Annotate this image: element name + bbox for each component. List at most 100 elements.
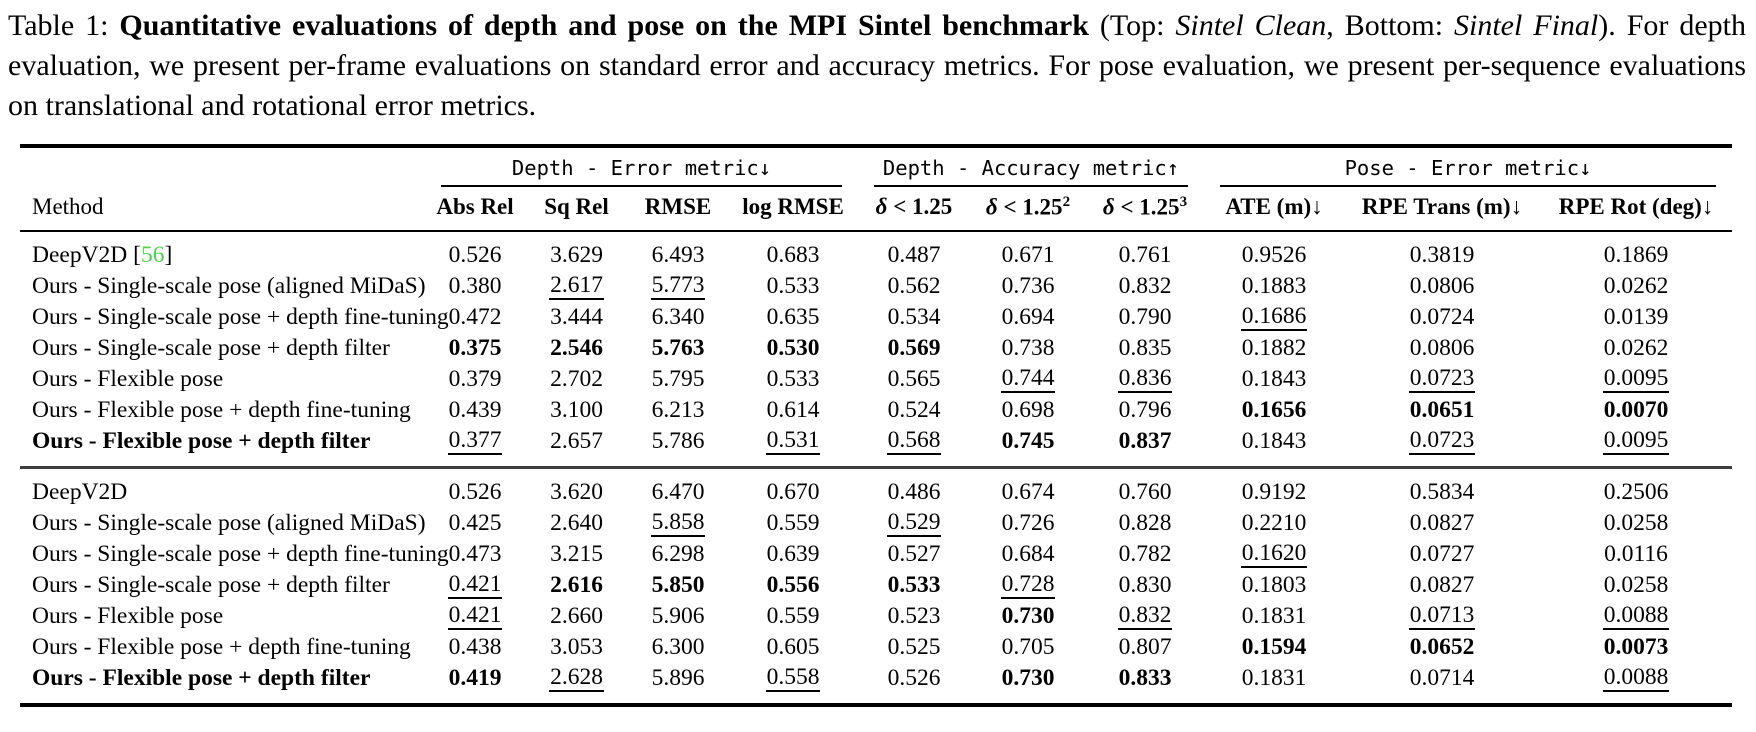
- metric-cell: 0.526: [448, 478, 502, 505]
- metric-cell: 5.786: [651, 427, 705, 454]
- column-header-log-rmse: log RMSE: [728, 187, 858, 232]
- metric-cell: 0.0262: [1603, 272, 1669, 299]
- metric-cell: 2.640: [550, 509, 603, 536]
- method-cell: Ours - Flexible pose + depth fine-tuning: [32, 396, 411, 423]
- metric-cell: 0.9192: [1241, 478, 1307, 505]
- caption-top-name: Sintel Clean: [1175, 9, 1327, 42]
- metric-cell: 0.377: [447, 427, 503, 456]
- metric-cell: 0.1843: [1241, 365, 1307, 392]
- metric-cell: 0.0727: [1409, 540, 1475, 567]
- table-row: Ours - Flexible pose 0.421 2.660 5.906 0.559…: [20, 601, 1732, 632]
- metric-cell: 0.0806: [1409, 334, 1475, 361]
- metric-cell: 0.2210: [1241, 509, 1307, 536]
- metric-cell: 0.421: [447, 571, 503, 600]
- metric-cell: 0.614: [766, 396, 820, 423]
- metric-cell: 5.773: [650, 272, 706, 301]
- column-header-delta3: δ < 1.253: [1086, 187, 1204, 232]
- metric-cell: 0.526: [887, 664, 941, 691]
- table-row: DeepV2D [56] 0.526 3.629 6.493 0.683 0.487 0.6…: [20, 231, 1732, 271]
- metric-cell: 0.0827: [1409, 571, 1475, 598]
- metric-cell: 0.2506: [1603, 478, 1669, 505]
- metric-cell: 0.830: [1118, 571, 1172, 598]
- metric-cell: 0.832: [1118, 272, 1172, 299]
- paper-page: Table 1: Quantitative evaluations of dep…: [0, 6, 1756, 707]
- metric-cell: 0.531: [765, 427, 821, 456]
- metric-cell: 0.0258: [1603, 509, 1669, 536]
- metric-cell: 0.835: [1118, 334, 1172, 361]
- group-pose-error-label: Pose - Error metric↓: [1220, 156, 1717, 187]
- metric-cell: 0.487: [887, 241, 941, 268]
- metric-cell: 0.9526: [1241, 241, 1307, 268]
- column-header-delta: δ < 1.25: [858, 187, 970, 232]
- metric-cell: 0.472: [448, 303, 502, 330]
- table-row: Ours - Single-scale pose + depth fine-tu…: [20, 539, 1732, 570]
- group-header-depth-accuracy-cell: Depth - Accuracy metric↑: [858, 146, 1204, 187]
- column-header-rmse: RMSE: [628, 187, 728, 232]
- metric-cell: 0.0088: [1602, 602, 1670, 631]
- metric-cell: 0.670: [766, 478, 820, 505]
- metric-cell: 0.530: [766, 334, 820, 361]
- metric-cell: 0.556: [766, 571, 820, 598]
- metric-cell: 5.850: [651, 571, 705, 598]
- metric-cell: 2.702: [550, 365, 603, 392]
- metric-cell: 0.0806: [1409, 272, 1475, 299]
- metric-cell: 0.533: [887, 571, 941, 598]
- column-header-abs-rel: Abs Rel: [425, 187, 525, 232]
- metric-cell: 3.620: [550, 478, 603, 505]
- metric-cell: 2.616: [550, 571, 603, 598]
- metric-cell: 6.470: [651, 478, 705, 505]
- column-header-sq-rel: Sq Rel: [525, 187, 628, 232]
- table-caption: Table 1: Quantitative evaluations of dep…: [8, 6, 1746, 126]
- metric-cell: 0.745: [1001, 427, 1055, 454]
- group-header-pose-error-cell: Pose - Error metric↓: [1204, 146, 1732, 187]
- metric-cell: 2.657: [550, 427, 603, 454]
- metric-cell: 0.0139: [1603, 303, 1669, 330]
- metric-cell: 0.674: [1001, 478, 1055, 505]
- metric-cell: 0.744: [1000, 365, 1056, 394]
- method-cell: Ours - Flexible pose + depth fine-tuning: [32, 633, 411, 660]
- metric-cell: 5.763: [651, 334, 705, 361]
- metric-cell: 0.730: [1001, 664, 1055, 691]
- caption-label: Table 1:: [8, 9, 120, 42]
- metric-cell: 0.736: [1001, 272, 1055, 299]
- method-cell: Ours - Single-scale pose + depth fine-tu…: [32, 303, 449, 330]
- column-header-method: Method: [20, 187, 425, 232]
- metric-cell: 0.1594: [1241, 633, 1307, 660]
- metric-cell: 0.728: [1000, 571, 1056, 600]
- metric-cell: 0.558: [765, 664, 821, 693]
- metric-cell: 0.529: [886, 509, 942, 538]
- metric-cell: 5.896: [651, 664, 705, 691]
- metric-cell: 0.534: [887, 303, 941, 330]
- metric-cell: 0.0088: [1602, 664, 1670, 693]
- metric-cell: 0.698: [1001, 396, 1055, 423]
- metric-cell: 0.473: [448, 540, 502, 567]
- metric-cell: 5.906: [651, 602, 705, 629]
- metric-cell: 0.562: [887, 272, 941, 299]
- caption-bottom-name: Sintel Final: [1454, 9, 1599, 42]
- metric-cell: 0.761: [1118, 241, 1172, 268]
- column-header-row: Method Abs Rel Sq Rel RMSE log RMSE δ < 1.25…: [20, 187, 1733, 232]
- metric-cell: 0.1883: [1241, 272, 1307, 299]
- metric-cell: 0.421: [447, 602, 503, 631]
- metric-cell: 3.215: [550, 540, 603, 567]
- metric-cell: 0.1882: [1241, 334, 1307, 361]
- group-depth-error-label: Depth - Error metric↓: [441, 156, 842, 187]
- metric-cell: 0.796: [1118, 396, 1172, 423]
- metric-cell: 0.375: [448, 334, 502, 361]
- metric-cell: 0.569: [887, 334, 941, 361]
- metric-cell: 0.1869: [1603, 241, 1669, 268]
- metric-cell: 0.526: [448, 241, 502, 268]
- group-header-depth-error-cell: Depth - Error metric↓: [425, 146, 858, 187]
- group-header-spacer: [20, 146, 425, 187]
- table-row: Ours - Single-scale pose (aligned MiDaS)…: [20, 508, 1732, 539]
- caption-title: Quantitative evaluations of depth and po…: [119, 9, 1089, 42]
- metric-cell: 6.493: [651, 241, 705, 268]
- metric-cell: 0.525: [887, 633, 941, 660]
- method-cell: Ours - Single-scale pose (aligned MiDaS): [32, 272, 426, 299]
- caption-text: (Top:: [1088, 9, 1176, 42]
- citation-link[interactable]: 56: [140, 241, 165, 268]
- column-header-ate-m: ATE (m)↓: [1204, 187, 1344, 232]
- caption-text: , Bottom:: [1326, 9, 1455, 42]
- metric-cell: 0.828: [1118, 509, 1172, 536]
- table-row: Ours - Single-scale pose (aligned MiDaS)…: [20, 271, 1732, 302]
